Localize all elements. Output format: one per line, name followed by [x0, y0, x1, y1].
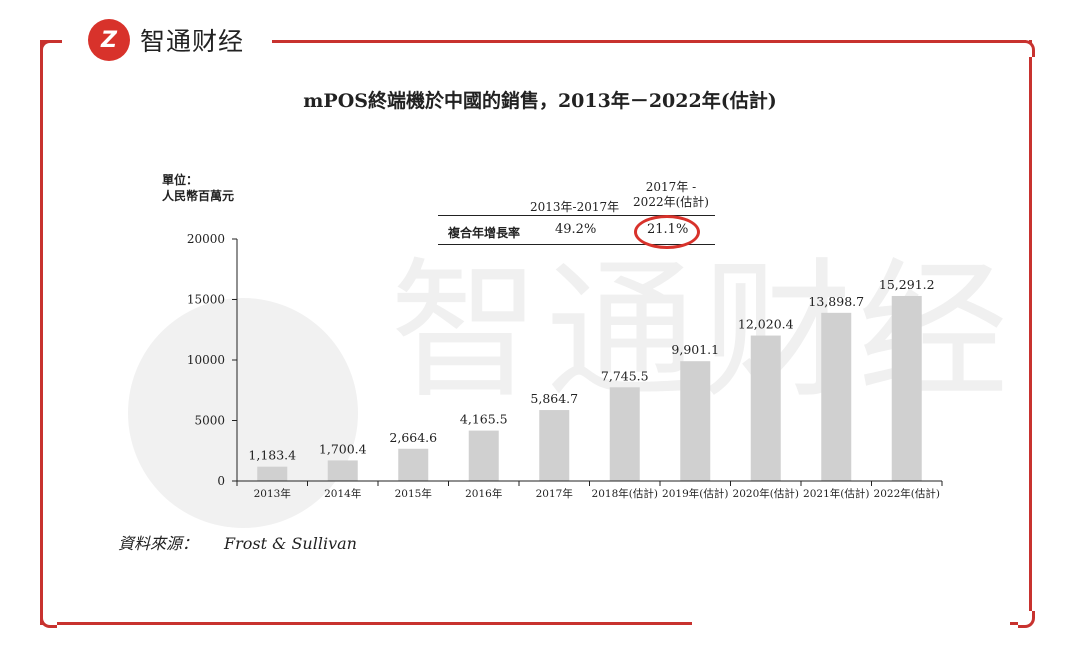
source-label: 資料來源：: [118, 534, 199, 553]
y-tick-label: 0: [217, 474, 225, 488]
x-tick-label: 2016年: [465, 487, 502, 500]
y-tick-label: 10000: [187, 353, 225, 367]
frame-bottom-left: [40, 622, 692, 625]
bar: [821, 312, 852, 481]
watermark-logo-circle: [128, 298, 358, 528]
y-tick-label: 20000: [187, 232, 225, 246]
frame-left: [40, 40, 43, 622]
bar: [327, 460, 358, 481]
frame-corner: [1018, 40, 1035, 57]
bar-value-label: 12,020.4: [738, 317, 794, 332]
unit-line-1: 單位：: [162, 173, 199, 187]
source-note: 資料來源： Frost & Sullivan: [118, 530, 357, 554]
x-tick-label: 2017年: [536, 487, 573, 500]
cagr-row-label: 複合年增長率: [448, 226, 521, 240]
x-tick-label: 2013年: [254, 487, 291, 500]
axis-layer: 0 5000 10000 15000 20000 2013年 2014年 2015年 2016年…: [187, 232, 943, 500]
x-tick-label: 2019年(估計): [662, 487, 728, 500]
bar-value-label: 7,745.5: [601, 368, 649, 383]
frame-top-right: [272, 40, 1026, 43]
y-tick-label: 5000: [194, 414, 225, 428]
x-tick-label: 2015年: [395, 487, 432, 500]
brand-logo-icon: Z: [88, 19, 130, 61]
bar: [750, 335, 781, 481]
frame-corner: [1018, 611, 1035, 628]
bar-value-label: 15,291.2: [879, 277, 935, 292]
bars-layer: 1,183.4 1,700.4 2,664.6 4,165.5 5,864.7 7,745…: [248, 277, 935, 481]
x-tick-label: 2022年(估計): [874, 487, 940, 500]
cagr-col2-header-line2: 2022年(估計): [633, 195, 709, 209]
chart-title: mPOS終端機於中國的銷售，2013年－2022年(估計): [303, 90, 777, 112]
bar: [398, 448, 429, 481]
bar-value-label: 13,898.7: [808, 294, 864, 309]
highlight-circle: [634, 215, 700, 249]
brand-header: Z 智通财经: [88, 18, 244, 62]
cagr-col1-header: 2013年-2017年: [530, 200, 620, 214]
bar-value-label: 1,700.4: [319, 441, 367, 456]
cagr-table-rule: [438, 244, 715, 245]
bar: [609, 387, 640, 481]
brand-name: 智通财经: [140, 27, 245, 56]
x-tick-label: 2021年(估計): [803, 487, 869, 500]
bar: [257, 466, 288, 481]
unit-line-2: 人民幣百萬元: [162, 189, 235, 203]
cagr-col2-header-line1: 2017年 -: [645, 180, 697, 194]
bar-value-label: 5,864.7: [530, 391, 578, 406]
cagr-value-2013-2017: 49.2%: [555, 222, 597, 237]
bar: [468, 430, 499, 481]
y-axis-unit-label: 單位： 人民幣百萬元: [162, 172, 234, 204]
frame-corner: [40, 40, 57, 57]
y-tick-label: 15000: [187, 293, 225, 307]
bar-value-label: 2,664.6: [389, 430, 437, 445]
x-tick-label: 2018年(估計): [592, 487, 658, 500]
frame-corner: [40, 611, 57, 628]
bar-value-label: 4,165.5: [460, 412, 508, 427]
x-tick-label: 2014年: [324, 487, 361, 500]
bar: [891, 295, 922, 481]
bar-value-label: 9,901.1: [671, 342, 719, 357]
frame-right: [1029, 40, 1032, 622]
bar: [680, 361, 711, 481]
x-tick-label: 2020年(估計): [733, 487, 799, 500]
bar: [539, 410, 570, 481]
cagr-table-rule: [438, 215, 715, 216]
source-name: Frost & Sullivan: [224, 534, 357, 553]
bar-value-label: 1,183.4: [248, 448, 296, 463]
cagr-col2-header: 2017年 - 2022年(估計): [626, 180, 716, 210]
